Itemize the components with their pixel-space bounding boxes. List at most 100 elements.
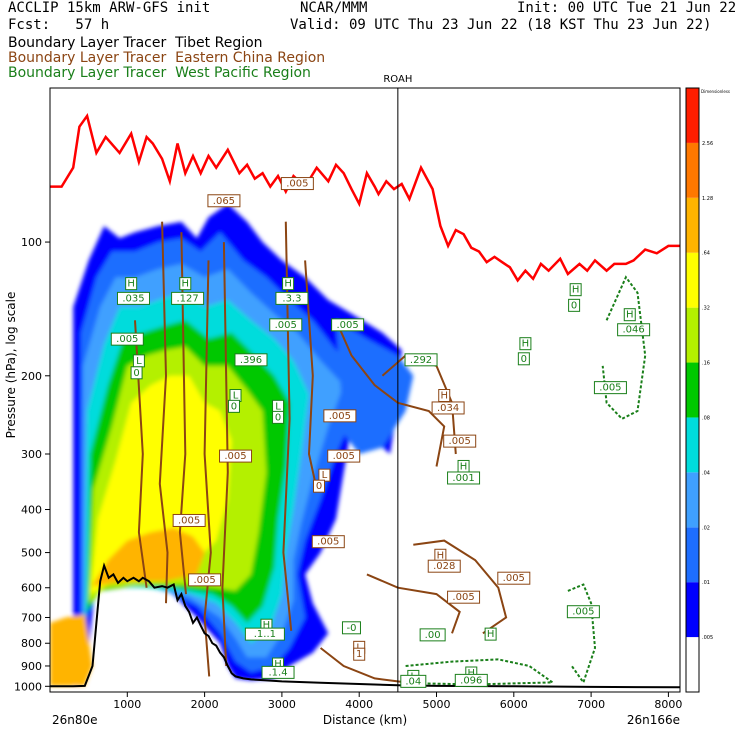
annotation-label: .028 [433, 561, 455, 572]
colorbar-swatch [686, 252, 699, 308]
annotation-label: H [263, 620, 271, 631]
colorbar-level-label: .02 [702, 525, 710, 531]
org-label: NCAR/MMM [300, 0, 368, 16]
vertical-marker: ROAH [383, 74, 412, 692]
annotation-label: H [626, 310, 634, 321]
eastern-china-contour [178, 232, 187, 595]
annotation-label: 0 [231, 401, 237, 412]
annotation-box [110, 332, 144, 346]
annotation-label: 0 [275, 412, 281, 423]
annotation-box [323, 409, 357, 423]
tracer-shading [90, 375, 232, 595]
annotation-label: H [460, 461, 468, 472]
colorbar-swatch [686, 527, 699, 583]
x-start-label: 26n80e [52, 713, 98, 727]
annotation-box [593, 381, 627, 395]
valid-time: Valid: 09 UTC Thu 23 Jun 22 (18 KST Thu … [290, 17, 712, 33]
annotation-box [311, 535, 345, 549]
annotation-box [447, 590, 481, 604]
annotation-label: .001 [452, 473, 474, 484]
annotation-label: 0 [133, 368, 139, 379]
annotation-label: H [284, 279, 292, 290]
x-tick-label: 3000 [268, 698, 296, 711]
annotation-box [331, 318, 365, 332]
model-title: ACCLIP 15km ARW-GFS init [8, 0, 211, 16]
annotation-label: .096 [460, 675, 482, 686]
annotation-label: .005 [599, 383, 621, 394]
colorbar-level-label: .08 [702, 415, 710, 421]
colorbar-level-label: .04 [702, 470, 710, 476]
annotation-box [172, 513, 206, 527]
annotation-label: .3.3 [282, 293, 301, 304]
forecast-hour: Fcst: 57 h [8, 17, 110, 33]
colorbar-frame [685, 87, 700, 693]
annotation-label: .035 [122, 293, 144, 304]
y-axis: 100 200 300 400 500 600 700 800 900 1000 [14, 236, 50, 693]
annotation-label: .005 [333, 451, 355, 462]
annotation-label: H [127, 279, 135, 290]
annotation-box [125, 277, 138, 291]
annotation-label: 0 [571, 300, 577, 311]
x-tick-label: 2000 [191, 698, 219, 711]
annotation-label: .005 [275, 320, 297, 331]
init-time: Init: 00 UTC Tue 21 Jun 22 [517, 0, 737, 16]
x-axis-label: Distance (km) [323, 713, 407, 727]
annotation-label: .005 [193, 575, 215, 586]
colorbar-swatch [686, 637, 699, 692]
x-tick-label: 1000 [113, 698, 141, 711]
y-tick-label: 700 [21, 611, 42, 624]
annotation-box [130, 366, 143, 380]
x-tick-label: 6000 [500, 698, 528, 711]
x-tick-label: 5000 [423, 698, 451, 711]
tracer-line-west-pacific: Boundary Layer Tracer West Pacific Regio… [8, 65, 311, 81]
eastern-china-contour [304, 260, 318, 490]
annotation-box [280, 177, 314, 191]
terrain-line [50, 562, 680, 689]
tracer-line-tibet: Boundary Layer Tracer Tibet Region [8, 35, 263, 51]
annotation-label: .005 [336, 320, 358, 331]
eastern-china-contour [158, 221, 169, 604]
colorbar-level-label: .64 [702, 251, 710, 257]
annotation-box [327, 449, 361, 463]
annotation-box [419, 628, 446, 642]
annotation-labels: H.035H.127.005L0.065.005H.3.3.005.005.39… [110, 177, 651, 688]
annotation-box [275, 291, 309, 305]
colorbar-swatch [686, 88, 699, 143]
west-pacific-contour [567, 583, 597, 685]
annotation-label: .005 [452, 592, 474, 603]
y-tick-label: 400 [21, 504, 42, 517]
annotation-label: H [437, 550, 445, 561]
annotation-label: .005 [286, 179, 308, 190]
roah-marker-label: ROAH [383, 74, 412, 85]
annotation-box [617, 323, 651, 337]
annotation-label: .396 [240, 355, 262, 366]
colorbar-level-label: .01 [702, 580, 710, 586]
annotation-box [341, 621, 361, 635]
annotation-label: H [487, 629, 495, 640]
tracer-shading [50, 614, 93, 687]
annotation-label: L [233, 391, 239, 402]
annotation-box [171, 291, 205, 305]
annotation-box [519, 337, 532, 351]
annotation-box [431, 401, 465, 415]
colorbar-level-label: .32 [702, 306, 710, 312]
annotation-label: H [468, 668, 476, 679]
annotation-label: H [440, 391, 448, 402]
colorbar-swatch [686, 417, 699, 473]
eastern-china-contour [413, 539, 508, 635]
plot-frame [49, 87, 681, 693]
y-tick-label: 900 [21, 660, 42, 673]
colorbar-swatch [686, 142, 699, 198]
colorbar-level-label: 1.28 [702, 196, 713, 202]
eastern-china-contour [319, 647, 406, 684]
y-tick-label: 800 [21, 637, 42, 650]
annotation-label: L [275, 401, 281, 412]
y-tick-label: 1000 [14, 680, 42, 693]
annotation-box [568, 298, 581, 312]
annotation-label: .1.4 [268, 667, 287, 678]
x-tick-label: 4000 [345, 698, 373, 711]
colorbar-swatch [686, 472, 699, 528]
annotation-label: H [522, 339, 530, 350]
eastern-china-contour [203, 260, 212, 677]
